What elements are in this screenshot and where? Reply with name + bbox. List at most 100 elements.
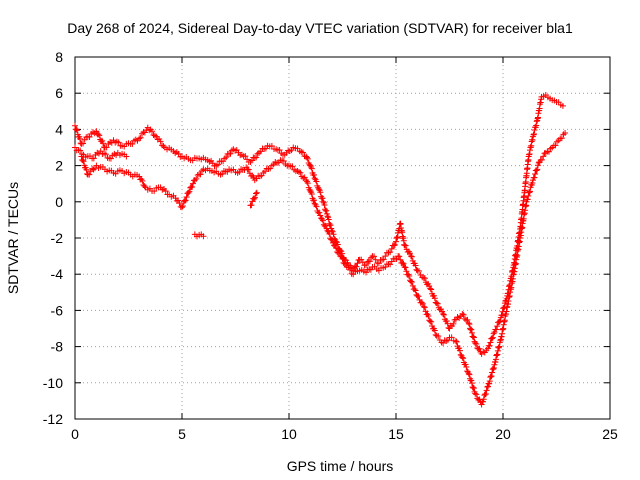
data-point <box>412 287 419 294</box>
data-point <box>499 312 506 319</box>
data-point <box>307 162 314 169</box>
data-point <box>397 256 404 263</box>
data-point <box>432 331 439 338</box>
data-point <box>334 241 341 248</box>
data-point <box>185 189 192 196</box>
data-point <box>486 378 493 385</box>
data-point <box>136 135 143 142</box>
data-point <box>483 387 490 394</box>
data-point <box>308 165 315 172</box>
data-point <box>322 222 329 229</box>
data-point <box>137 134 144 141</box>
data-point <box>532 170 539 177</box>
data-point <box>299 149 306 156</box>
data-point <box>531 174 538 181</box>
x-axis-label: GPS time / hours <box>287 458 394 474</box>
data-point <box>460 311 467 318</box>
grid-lines <box>75 57 610 419</box>
data-point <box>460 355 467 362</box>
x-tick-label: 0 <box>71 426 79 442</box>
data-point <box>485 383 492 390</box>
data-point <box>336 249 343 256</box>
data-point <box>319 217 326 224</box>
data-point <box>488 373 495 380</box>
data-point <box>496 318 503 325</box>
data-point <box>435 333 442 340</box>
data-point <box>223 154 230 161</box>
data-point <box>476 345 483 352</box>
data-point <box>310 171 317 178</box>
data-point <box>333 244 340 251</box>
data-point <box>252 190 259 197</box>
data-point <box>247 158 254 165</box>
data-point <box>552 142 559 149</box>
data-point <box>73 126 80 133</box>
data-point <box>175 197 182 204</box>
data-point <box>366 258 373 265</box>
data-point <box>486 380 493 387</box>
data-point <box>297 169 304 176</box>
data-point <box>412 262 419 269</box>
data-point <box>472 390 479 397</box>
data-point <box>465 320 472 327</box>
data-point <box>79 157 86 164</box>
data-point <box>473 340 480 347</box>
data-point <box>151 132 158 139</box>
data-point <box>146 127 153 134</box>
data-markers <box>72 92 569 408</box>
data-point <box>371 253 378 260</box>
data-point <box>139 177 146 184</box>
data-point <box>490 365 497 372</box>
data-point <box>489 335 496 342</box>
data-point <box>452 338 459 345</box>
y-tick-label: -4 <box>51 266 64 282</box>
data-point <box>157 138 164 145</box>
data-point <box>407 253 414 260</box>
data-point <box>245 166 252 173</box>
data-point <box>90 166 97 173</box>
data-point <box>80 158 87 165</box>
data-point <box>339 255 346 262</box>
data-point <box>221 155 228 162</box>
data-point <box>280 157 287 164</box>
data-point <box>493 326 500 333</box>
x-tick-label: 10 <box>281 426 297 442</box>
data-point <box>190 180 197 187</box>
data-point <box>317 212 324 219</box>
data-point <box>186 188 193 195</box>
x-tick-label: 20 <box>495 426 511 442</box>
data-point <box>387 249 394 256</box>
data-point <box>526 189 533 196</box>
data-point <box>197 171 204 178</box>
data-point <box>319 195 326 202</box>
data-point <box>320 198 327 205</box>
data-point <box>468 329 475 336</box>
data-point <box>468 380 475 387</box>
data-point <box>472 339 479 346</box>
data-point <box>459 354 466 361</box>
data-point <box>323 207 330 214</box>
data-point <box>470 385 477 392</box>
data-point <box>295 168 302 175</box>
data-point <box>308 190 315 197</box>
data-point <box>252 194 259 201</box>
data-point <box>406 250 413 257</box>
data-point <box>289 163 296 170</box>
data-point <box>486 342 493 349</box>
data-point <box>444 320 451 327</box>
data-point <box>322 206 329 213</box>
data-point <box>529 180 536 187</box>
data-point <box>418 299 425 306</box>
data-point <box>470 334 477 341</box>
data-point <box>363 262 370 269</box>
data-point <box>316 209 323 216</box>
data-point <box>107 155 114 162</box>
data-point <box>489 369 496 376</box>
data-point <box>303 154 310 161</box>
data-point <box>254 150 261 157</box>
data-point <box>313 178 320 185</box>
data-point <box>427 285 434 292</box>
x-tick-label: 15 <box>388 426 404 442</box>
data-point <box>426 283 433 290</box>
